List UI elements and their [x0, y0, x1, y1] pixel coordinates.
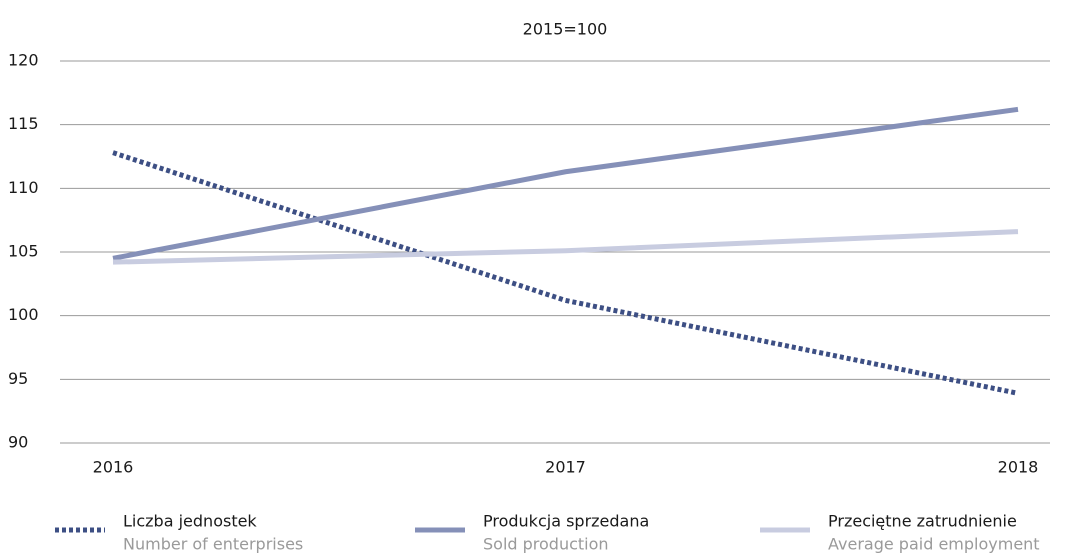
y-tick-label: 105	[8, 242, 39, 261]
x-tick-label: 2018	[998, 458, 1039, 477]
y-tick-label: 110	[8, 178, 39, 197]
y-tick-label: 115	[8, 114, 39, 133]
y-tick-label: 95	[8, 369, 28, 388]
series-line	[112, 229, 1019, 265]
legend-label: Liczba jednostek	[123, 512, 257, 531]
legend-label: Produkcja sprzedana	[483, 512, 649, 531]
x-tick-label: 2017	[545, 458, 586, 477]
legend-sublabel: Number of enterprises	[123, 535, 303, 554]
x-tick-label: 2016	[93, 458, 134, 477]
y-tick-label: 120	[8, 51, 39, 70]
y-tick-label: 100	[8, 305, 39, 324]
legend-sublabel: Sold production	[483, 535, 609, 554]
chart-subtitle: 2015=100	[523, 20, 608, 39]
series-line	[112, 106, 1019, 261]
y-tick-label: 90	[8, 433, 28, 452]
legend-label: Przeciętne zatrudnienie	[828, 512, 1017, 531]
legend-sublabel: Average paid employment	[828, 535, 1040, 554]
